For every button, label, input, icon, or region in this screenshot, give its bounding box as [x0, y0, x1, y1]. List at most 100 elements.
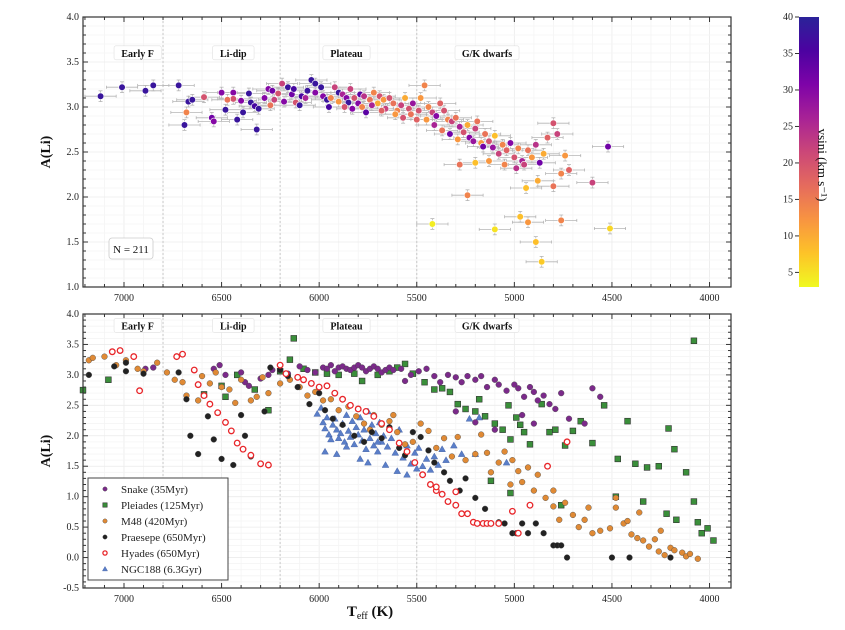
data-point	[198, 373, 206, 380]
x-tick-label: 4500	[602, 293, 622, 304]
data-point	[538, 400, 545, 408]
data-point	[495, 150, 503, 158]
colorbar: 5 10 15 20 25 30 35 40 vsini (km s⁻¹)	[783, 12, 830, 287]
data-point	[534, 397, 541, 404]
data-point	[187, 432, 194, 439]
n-annotation-box	[108, 237, 154, 260]
y-tick-label: 1.5	[67, 237, 80, 248]
data-point	[422, 115, 431, 124]
data-point	[229, 88, 237, 97]
data-point	[366, 434, 374, 441]
bottom-panel: 7000 6500 6000 5500 5000 4500 4000 -0.5 0.0 0.5 1.…	[39, 309, 732, 622]
colorbar-tick-label: 15	[783, 194, 793, 205]
data-point	[150, 364, 157, 371]
legend-marker	[102, 486, 108, 492]
data-point	[487, 469, 495, 476]
data-point	[465, 414, 474, 422]
data-point	[401, 360, 409, 368]
data-point	[546, 401, 553, 408]
data-point	[253, 125, 261, 134]
data-point	[543, 134, 552, 142]
data-point	[182, 108, 191, 116]
legend-label: Hyades (650Myr)	[121, 548, 200, 560]
data-point	[478, 373, 485, 380]
x-axis-label-sub: eff	[357, 611, 369, 622]
data-point	[458, 510, 466, 518]
top-region-labels: Early F Li-dip Plateau G/K dwarfs	[113, 45, 520, 61]
data-point	[362, 445, 370, 452]
data-point	[526, 383, 534, 391]
data-point	[350, 440, 359, 448]
data-point	[516, 213, 524, 221]
data-point	[195, 450, 202, 458]
data-point	[251, 386, 258, 393]
data-point	[323, 382, 331, 390]
data-point	[536, 159, 544, 167]
colorbar-gradient	[799, 17, 819, 287]
data-point	[512, 164, 520, 172]
data-point	[463, 191, 472, 199]
data-point	[636, 509, 643, 516]
data-point	[575, 524, 582, 531]
x-tick-label: 5500	[407, 594, 427, 605]
data-point	[336, 429, 345, 437]
data-point	[421, 378, 428, 386]
data-point	[452, 114, 460, 122]
data-point	[332, 450, 341, 457]
data-point	[561, 152, 569, 160]
region-label: Plateau	[330, 321, 363, 332]
x-tick-label: 6500	[212, 594, 232, 605]
data-point	[216, 362, 223, 369]
data-point	[502, 458, 511, 466]
data-point	[438, 126, 446, 134]
data-point	[370, 441, 378, 449]
y-tick-label: 0.0	[67, 553, 80, 564]
y-tick-label: -0.5	[63, 583, 79, 594]
data-point	[499, 426, 506, 433]
data-point	[454, 135, 462, 143]
data-point	[360, 425, 368, 433]
data-point	[472, 376, 479, 383]
data-point	[526, 501, 534, 509]
data-point	[378, 106, 386, 115]
data-point	[222, 418, 229, 426]
data-point	[245, 382, 253, 389]
data-point	[556, 516, 563, 523]
series-hyades	[108, 347, 571, 537]
data-point	[340, 438, 349, 445]
data-point	[239, 108, 247, 116]
data-point	[259, 374, 266, 381]
data-point	[632, 460, 639, 467]
y-tick-label: 4.0	[67, 309, 80, 320]
data-point	[141, 87, 150, 95]
data-point	[505, 402, 512, 409]
data-point	[546, 428, 553, 436]
data-point	[317, 83, 325, 91]
data-point	[378, 420, 386, 428]
data-point	[315, 383, 323, 391]
data-point	[686, 550, 694, 558]
data-point	[540, 392, 547, 399]
data-point	[253, 393, 260, 400]
data-point	[606, 525, 614, 532]
data-point	[473, 117, 481, 125]
data-point	[472, 450, 479, 458]
data-point	[550, 503, 557, 510]
data-point	[116, 347, 124, 354]
data-point	[395, 439, 403, 447]
data-point	[261, 408, 268, 415]
legend-marker	[102, 518, 108, 524]
legend-marker	[102, 550, 108, 556]
data-point	[358, 377, 366, 385]
data-point	[521, 393, 528, 400]
data-point	[134, 365, 141, 372]
data-point	[316, 390, 323, 397]
data-point	[430, 121, 438, 129]
data-point	[407, 371, 415, 378]
data-point	[540, 530, 547, 537]
region-label-box	[454, 318, 520, 333]
data-point	[433, 444, 440, 452]
data-point	[327, 435, 335, 443]
data-point	[218, 455, 225, 463]
data-point	[359, 364, 366, 371]
